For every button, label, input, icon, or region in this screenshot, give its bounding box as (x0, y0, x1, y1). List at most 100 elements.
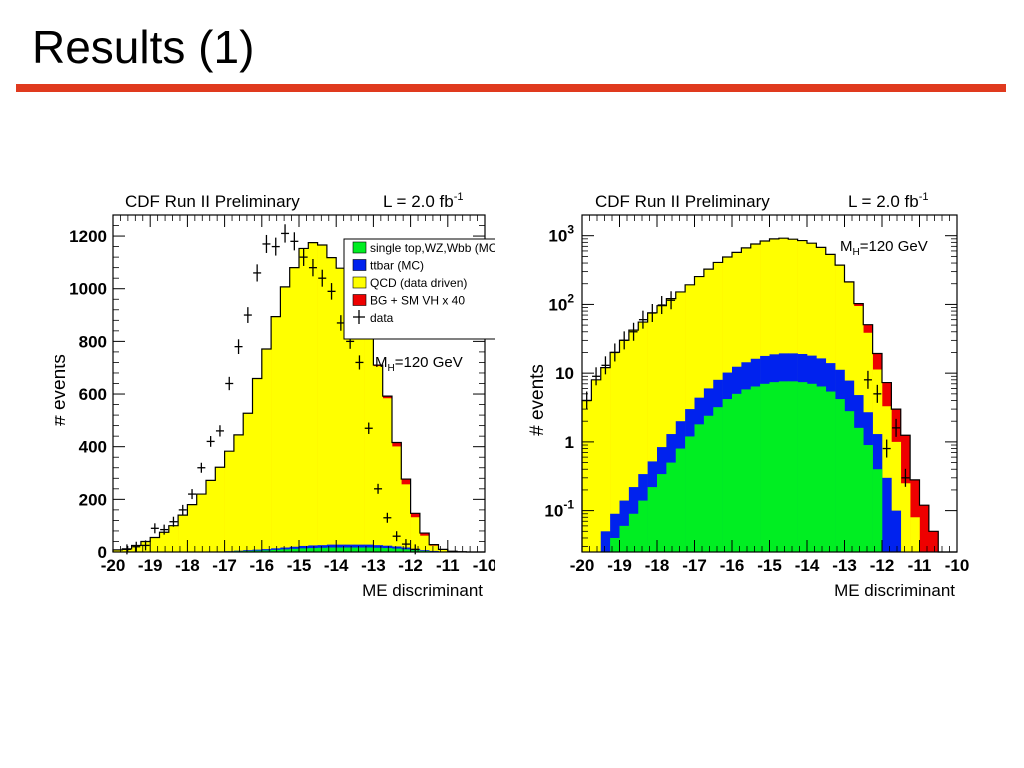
bar-single-top-17 (741, 389, 752, 552)
bar-qcd-5 (628, 330, 639, 552)
data-point-19 (299, 248, 308, 266)
y-tick-label-0: 10-1 (544, 498, 574, 521)
bar-single-top-16 (261, 550, 272, 552)
luminosity-label: L = 2.0 fb-1 (848, 191, 929, 211)
bar-ttbar-32 (882, 477, 892, 552)
data-point-29 (392, 531, 401, 542)
y-tick-label-0: 0 (98, 543, 107, 562)
data-point-6 (638, 310, 647, 329)
data-point-27 (374, 483, 383, 494)
bar-qcd-5 (159, 532, 170, 552)
bar-single-top-21 (778, 381, 789, 552)
data-point-15 (262, 234, 271, 253)
chart-title: CDF Run II Preliminary (595, 192, 770, 211)
data-point-7 (648, 304, 657, 323)
bar-qcd-33 (419, 535, 430, 552)
y-tick-base-4: 10 (548, 227, 567, 246)
bar-qcd-9 (666, 298, 677, 552)
data-point-21 (318, 269, 327, 287)
y-tick-base-2: 10 (555, 364, 574, 383)
slide-title: Results (1) (32, 21, 255, 73)
data-point-17 (281, 224, 290, 243)
chart-title: CDF Run II Preliminary (125, 192, 300, 211)
data-point-16 (271, 237, 280, 256)
x-tick-label-9: -11 (436, 556, 460, 575)
y-tick-exp-3: 2 (567, 291, 574, 305)
bar-single-top-29 (382, 548, 393, 552)
data-point-9 (667, 291, 676, 310)
y-tick-base-1: 1 (565, 433, 574, 452)
y-tick-label-4: 800 (79, 332, 107, 351)
higgs-mass-label: MH=120 GeV (375, 354, 463, 374)
bar-single-top-24 (336, 547, 346, 552)
data-point-25 (355, 355, 364, 370)
bar-single-top-25 (816, 386, 827, 552)
higgs-mass-label: MH=120 GeV (840, 238, 928, 258)
data-point-0 (122, 544, 131, 555)
bar-qcd-22 (317, 245, 328, 552)
bar-qcd-6 (168, 525, 179, 552)
x-tick-label-6: -14 (795, 556, 820, 575)
data-point-8 (657, 296, 666, 315)
y-tick-label-3: 102 (548, 291, 574, 314)
total-outline (112, 242, 485, 553)
x-tick-label-10: -10 (473, 556, 495, 575)
legend-swatch-ttbar (352, 259, 367, 271)
bar-qcd-24 (336, 268, 346, 552)
bar-single-top-18 (280, 549, 290, 552)
data-point-7 (188, 489, 197, 500)
y-tick-base-0: 10 (544, 502, 563, 521)
data-point-14 (901, 468, 910, 487)
luminosity-text: L = 2.0 fb (848, 192, 919, 211)
y-tick-label-6: 1200 (69, 227, 107, 246)
bar-qcd-8 (657, 305, 667, 552)
bar-qcd-33 (891, 441, 902, 552)
mass-symbol: M (840, 238, 853, 255)
bar-single-top-27 (364, 547, 374, 552)
bar-single-top-17 (271, 549, 281, 552)
bar-single-top-31 (401, 549, 411, 552)
data-point-13 (243, 307, 252, 323)
data-point-9 (206, 436, 215, 447)
luminosity-label: L = 2.0 fb-1 (383, 191, 464, 211)
x-tick-label-3: -17 (682, 556, 707, 575)
x-tick-label-5: -15 (757, 556, 782, 575)
bar-qcd-12 (224, 451, 235, 552)
data-point-20 (308, 259, 317, 277)
y-tick-label-1: 200 (79, 490, 107, 509)
x-tick-label-8: -12 (398, 556, 423, 575)
x-tick-label-4: -16 (250, 556, 275, 575)
bar-single-top-5 (628, 513, 639, 552)
bar-qcd-3 (610, 352, 620, 552)
bar-single-top-15 (252, 550, 263, 552)
legend: single top,WZ,Wbb (MC) ttbar (MC) QCD (dat… (343, 238, 495, 340)
bar-single-top-20 (299, 548, 309, 552)
y-tick-label-2: 10 (555, 364, 574, 383)
legend-entry-3: BG + SM VH x 40 (370, 294, 465, 308)
x-tick-label-7: -13 (832, 556, 857, 575)
bar-single-top-3 (610, 537, 620, 552)
bar-qcd-4 (619, 340, 630, 552)
bar-single-top-26 (354, 547, 365, 552)
bar-single-top-23 (326, 547, 337, 552)
data-point-4 (620, 331, 629, 350)
bar-single-top-16 (732, 393, 742, 552)
x-tick-label-0: -20 (570, 556, 595, 575)
bar-single-top-19 (289, 548, 300, 552)
bar-single-top-9 (666, 462, 677, 552)
data-point-26 (364, 422, 373, 434)
bar-qcd-26 (354, 299, 365, 552)
bar-qcd-20 (299, 248, 309, 553)
bar-single-top-4 (619, 525, 630, 552)
legend-entry-4: data (370, 311, 394, 325)
y-tick-exp-0: -1 (563, 498, 574, 512)
bar-single-top-6 (638, 500, 648, 552)
data-point-11 (225, 376, 234, 391)
bar-single-top-8 (657, 474, 667, 552)
bar-qcd-7 (178, 515, 188, 552)
title-rule (16, 84, 1006, 92)
bar-single-top-19 (760, 383, 770, 552)
bar-single-top-21 (308, 548, 318, 552)
bar-single-top-22 (317, 547, 328, 552)
left-histogram-chart: -20 -19 -18 -17 -16 -15 -14 -13 -12 -11 -10 0 200 400… (55, 191, 495, 600)
